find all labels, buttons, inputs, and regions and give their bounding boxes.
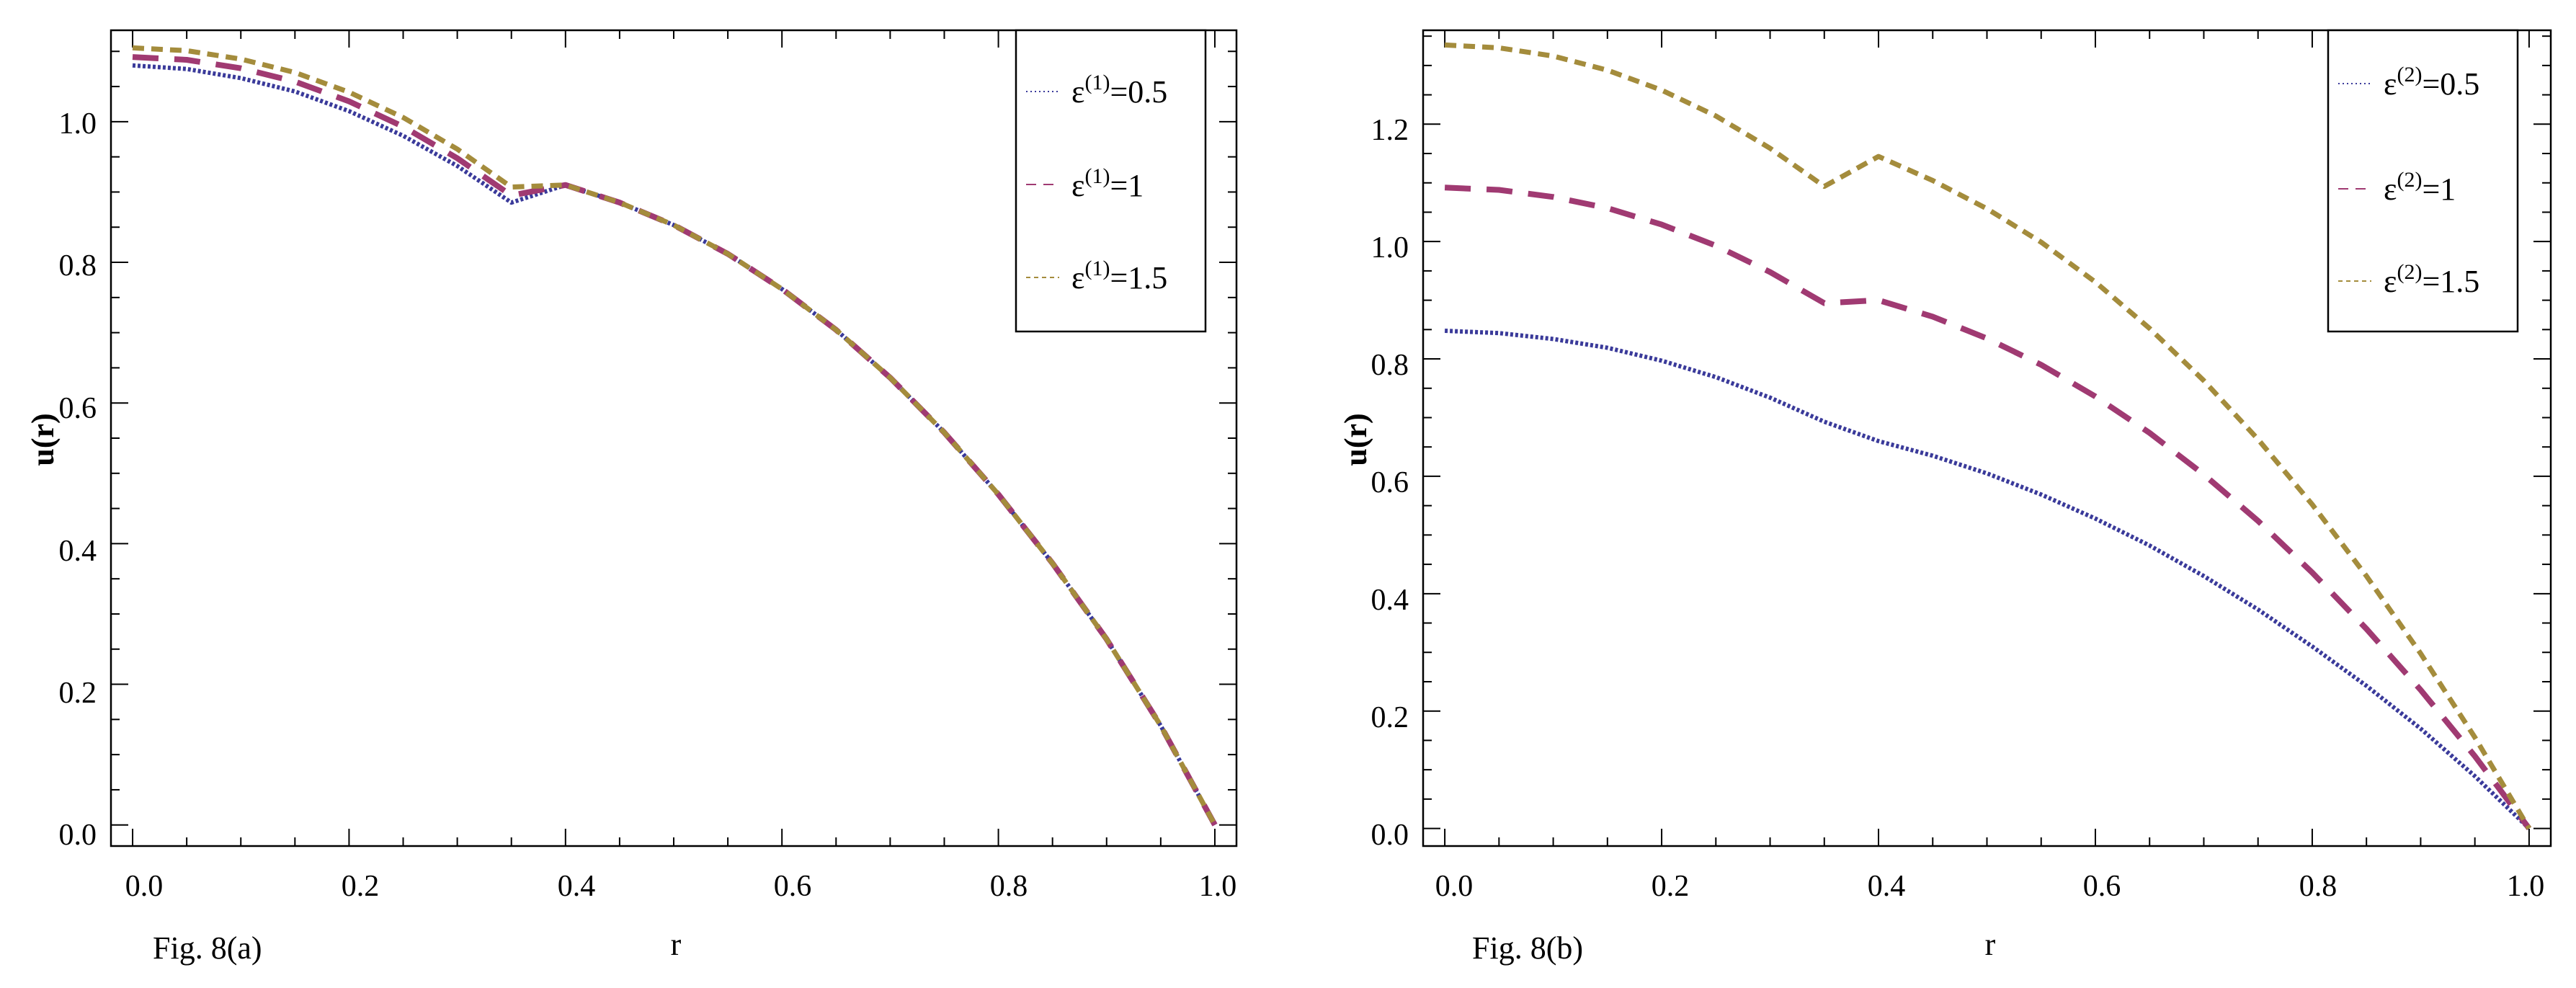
panel-a-xtick-labels: 0.0 0.2 0.4 0.6 0.8 1.0 bbox=[125, 870, 1237, 903]
panel-a-legend-sup-2: (1) bbox=[1084, 257, 1110, 280]
panel-b: 0.0 0.2 0.4 0.6 0.8 1.0 0.0 0.2 0.4 0.6 … bbox=[1338, 29, 2552, 966]
panel-a-ytick-label-5: 1.0 bbox=[59, 107, 97, 141]
panel-a-ytick-label-0: 0.0 bbox=[59, 819, 97, 852]
panel-a-legend-epsilon-1: ε bbox=[1071, 168, 1084, 203]
panel-b-ytick-label-1: 0.2 bbox=[1371, 701, 1409, 734]
panel-b-legend-label-0: ε(2)=0.5 bbox=[2384, 63, 2479, 102]
panel-a-legend-value-2: =1.5 bbox=[1110, 260, 1167, 295]
panel-a-xtick-label-1: 0.2 bbox=[342, 870, 380, 903]
panel-a-caption: Fig. 8(a) bbox=[153, 930, 262, 966]
panel-a-legend-sup-1: (1) bbox=[1084, 164, 1110, 188]
panel-a-xtick-label-5: 1.0 bbox=[1199, 870, 1237, 903]
panel-a-series bbox=[132, 45, 1218, 827]
panel-b-series bbox=[1444, 42, 2532, 831]
panel-a-legend-value-0: =0.5 bbox=[1110, 74, 1167, 110]
panel-b-legend-value-1: =1 bbox=[2422, 172, 2456, 207]
panel-b-xtick-label-2: 0.4 bbox=[1868, 870, 1906, 903]
panel-a-legend-label-0: ε(1)=0.5 bbox=[1071, 71, 1167, 110]
panel-b-ytick-labels: 0.0 0.2 0.4 0.6 0.8 1.0 1.2 bbox=[1371, 114, 1409, 852]
panel-b-legend-box bbox=[2327, 29, 2519, 333]
panel-a-ylabel: u(r) bbox=[25, 413, 61, 466]
panel-a-ytick-label-3: 0.6 bbox=[59, 392, 97, 425]
panel-b-legend-sup-1: (2) bbox=[2397, 168, 2422, 192]
panel-b-xtick-label-5: 1.0 bbox=[2507, 870, 2545, 903]
panel-a-xtick-label-2: 0.4 bbox=[558, 870, 596, 903]
panel-b-legend-sup-0: (2) bbox=[2397, 63, 2422, 86]
panel-b-xtick-label-3: 0.6 bbox=[2083, 870, 2121, 903]
panel-a-legend-epsilon-2: ε bbox=[1071, 260, 1084, 295]
panel-b-xtick-label-0: 0.0 bbox=[1435, 870, 1474, 903]
panel-b-series-line-1 bbox=[1444, 184, 2532, 831]
panel-b-xtick-labels: 0.0 0.2 0.4 0.6 0.8 1.0 bbox=[1435, 870, 2545, 903]
panel-b-ytick-label-5: 1.0 bbox=[1371, 231, 1409, 264]
panel-b-legend-epsilon-2: ε bbox=[2384, 264, 2397, 299]
panel-b-legend-epsilon-1: ε bbox=[2384, 172, 2397, 207]
panel-b-legend-label-1: ε(2)=1 bbox=[2384, 168, 2456, 207]
panel-a-legend-label-1: ε(1)=1 bbox=[1071, 164, 1144, 203]
panel-b-xtick-label-1: 0.2 bbox=[1652, 870, 1690, 903]
panel-b-ytick-label-6: 1.2 bbox=[1371, 114, 1409, 147]
panel-b-series-line-0 bbox=[1444, 329, 2531, 830]
panel-a-xtick-label-0: 0.0 bbox=[125, 870, 164, 903]
panel-a-series-line-1 bbox=[132, 54, 1218, 827]
panel-a-legend-epsilon-0: ε bbox=[1071, 74, 1084, 110]
panel-a-xtick-label-4: 0.8 bbox=[990, 870, 1028, 903]
panel-a-ytick-label-4: 0.8 bbox=[59, 249, 97, 282]
panel-b-caption: Fig. 8(b) bbox=[1472, 930, 1583, 966]
panel-b-ytick-label-0: 0.0 bbox=[1371, 819, 1409, 852]
panel-b-ytick-label-2: 0.4 bbox=[1371, 584, 1409, 617]
panel-a-legend-sup-0: (1) bbox=[1084, 71, 1110, 94]
panel-a-xlabel: r bbox=[671, 927, 682, 962]
panel-a-legend-value-1: =1 bbox=[1110, 168, 1144, 203]
panel-b-ytick-label-4: 0.8 bbox=[1371, 349, 1409, 382]
panel-b-legend-sup-2: (2) bbox=[2397, 260, 2422, 284]
panel-b-ytick-label-3: 0.6 bbox=[1371, 466, 1409, 499]
panel-a-legend-box bbox=[1015, 29, 1207, 333]
panel-a-xtick-label-3: 0.6 bbox=[774, 870, 812, 903]
panel-b-legend-value-0: =0.5 bbox=[2422, 66, 2479, 102]
panel-b-xtick-label-4: 0.8 bbox=[2299, 870, 2337, 903]
panel-b-series-line-2 bbox=[1444, 42, 2531, 830]
panel-b-legend-epsilon-0: ε bbox=[2384, 66, 2397, 102]
panel-b-ticks bbox=[1423, 30, 2551, 846]
panel-a-legend: ε(1)=0.5 ε(1)=1 ε(1)=1.5 bbox=[1015, 29, 1207, 333]
panel-b-legend: ε(2)=0.5 ε(2)=1 ε(2)=1.5 bbox=[2327, 29, 2519, 333]
panel-b-legend-value-2: =1.5 bbox=[2422, 264, 2479, 299]
panel-b-legend-label-2: ε(2)=1.5 bbox=[2384, 260, 2479, 299]
panel-a-ytick-label-1: 0.2 bbox=[59, 677, 97, 710]
panel-a: 0.0 0.2 0.4 0.6 0.8 1.0 0.0 0.2 0.4 0.6 … bbox=[25, 29, 1238, 966]
panel-a-ytick-labels: 0.0 0.2 0.4 0.6 0.8 1.0 bbox=[59, 107, 97, 852]
panel-b-xlabel: r bbox=[1985, 927, 1996, 962]
panel-b-ylabel: u(r) bbox=[1338, 413, 1373, 466]
panel-a-ytick-label-2: 0.4 bbox=[59, 535, 97, 568]
panel-a-legend-label-2: ε(1)=1.5 bbox=[1071, 257, 1167, 295]
